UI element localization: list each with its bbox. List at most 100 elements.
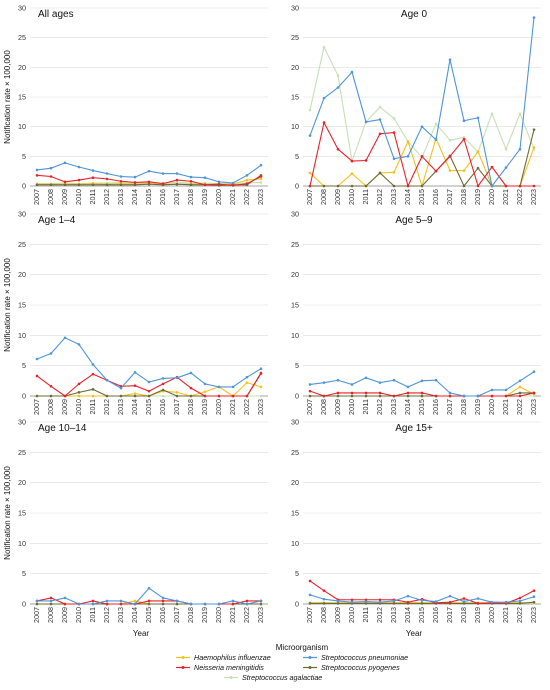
data-point-nm	[434, 394, 438, 398]
data-point-nm	[189, 386, 193, 390]
x-tick-label: 2014	[403, 189, 412, 205]
data-point-sp	[245, 375, 249, 379]
x-tick-label: 2023	[529, 399, 538, 415]
data-point-sp	[105, 378, 109, 382]
x-tick-label: 2016	[158, 189, 167, 205]
x-tick-label: 2009	[60, 607, 69, 623]
x-tick-label: 2008	[319, 189, 328, 205]
data-point-py	[189, 394, 193, 398]
x-tick-label: 2019	[200, 399, 209, 415]
data-point-sp	[364, 120, 368, 124]
y-tick-label: 15	[291, 301, 299, 310]
data-point-ag	[448, 139, 452, 142]
data-point-sp	[105, 172, 109, 175]
data-point-sp	[504, 166, 508, 169]
x-tick-label: 2010	[74, 399, 83, 415]
data-point-nm	[245, 182, 249, 185]
y-tick-label: 25	[18, 448, 26, 457]
x-tick-label: 2017	[172, 189, 181, 205]
data-point-py	[336, 602, 340, 605]
x-tick-label: 2009	[60, 399, 69, 415]
data-point-py	[49, 602, 53, 606]
x-tick-label: 2014	[130, 607, 139, 623]
x-tick-label: 2018	[459, 189, 468, 205]
x-tick-label: 2018	[186, 189, 195, 205]
panel-title: Age 10–14	[38, 423, 87, 434]
data-point-sp	[518, 599, 522, 603]
y-tick-label: 25	[18, 33, 26, 42]
y-tick-label: 10	[291, 331, 299, 340]
data-point-sp	[161, 596, 165, 600]
data-point-nm	[392, 394, 396, 398]
y-tick-label: 5	[22, 152, 26, 161]
series-line-nm	[309, 121, 534, 187]
data-point-py	[364, 184, 368, 188]
data-point-sp	[217, 602, 221, 606]
y-tick-label: 30	[18, 210, 26, 219]
x-tick-label: 2017	[172, 399, 181, 415]
data-point-py	[364, 394, 368, 398]
data-point-py	[378, 394, 382, 398]
data-point-hi	[91, 394, 95, 398]
data-point-sp	[532, 16, 536, 19]
y-tick-label: 20	[291, 63, 299, 72]
data-point-nm	[518, 394, 522, 398]
data-point-nm	[217, 182, 221, 186]
data-point-sp	[77, 343, 81, 346]
data-point-ag	[161, 394, 165, 398]
data-point-sp	[49, 352, 53, 355]
data-point-nm	[308, 579, 312, 583]
data-point-nm	[189, 179, 193, 183]
data-point-sp	[105, 599, 109, 603]
data-point-sp	[147, 169, 151, 173]
data-point-py	[322, 184, 326, 188]
data-point-sp	[49, 166, 53, 170]
data-point-sp	[532, 370, 536, 374]
y-tick-label: 30	[291, 418, 299, 427]
legend-marker	[181, 666, 185, 669]
data-point-sp	[119, 175, 123, 178]
series-line-ag	[309, 46, 535, 162]
data-point-sp	[322, 381, 326, 384]
y-tick-label: 0	[22, 600, 26, 609]
data-point-nm	[406, 600, 410, 604]
y-tick-label: 0	[295, 600, 299, 609]
x-tick-label: 2008	[319, 399, 328, 415]
legend: Microorganism Haemophilus influenzae Strep…	[176, 643, 408, 682]
x-tick-label: 2013	[116, 189, 125, 205]
x-tick-label: 2008	[46, 399, 55, 415]
x-tick-label: 2013	[389, 399, 398, 415]
data-point-nm	[336, 147, 340, 151]
y-tick-label: 20	[18, 270, 26, 279]
data-point-py	[392, 602, 396, 605]
x-tick-label: 2007	[32, 607, 41, 623]
data-point-sp	[434, 600, 438, 603]
panel-title: Age 15+	[395, 423, 433, 434]
y-axis-title: Notification rate × 100,000	[3, 50, 12, 144]
legend-label: Streptococcus pneumoniae	[321, 653, 408, 662]
data-point-ag	[259, 181, 263, 184]
x-tick-label: 2016	[431, 189, 440, 205]
x-tick-label: 2010	[347, 399, 356, 415]
panel-4: 0 5 10 15 20 25 30 2007 2008 2009 2010 2011 2012 2013…	[3, 418, 268, 623]
data-point-sp	[336, 86, 340, 89]
data-point-nm	[350, 391, 354, 395]
data-point-sp	[91, 169, 95, 172]
panel-0: 0 5 10 15 20 25 30 2007 2008 2009 2010 2011 2012 2013…	[3, 4, 268, 205]
data-point-nm	[518, 596, 522, 600]
x-tick-label: 2012	[102, 189, 111, 205]
data-point-nm	[91, 599, 95, 603]
data-point-sp	[350, 383, 354, 386]
x-tick-label: 2013	[116, 607, 125, 623]
data-point-nm	[322, 394, 326, 398]
y-tick-label: 15	[18, 509, 26, 518]
x-tick-label: 2014	[403, 399, 412, 415]
data-point-sp	[119, 386, 123, 390]
x-tick-label: 2013	[389, 607, 398, 623]
data-point-hi	[448, 169, 452, 172]
data-point-nm	[490, 394, 494, 398]
data-point-py	[259, 602, 263, 606]
data-point-nm	[476, 184, 480, 188]
x-tick-label: 2012	[375, 399, 384, 415]
x-tick-label: 2011	[88, 607, 97, 622]
